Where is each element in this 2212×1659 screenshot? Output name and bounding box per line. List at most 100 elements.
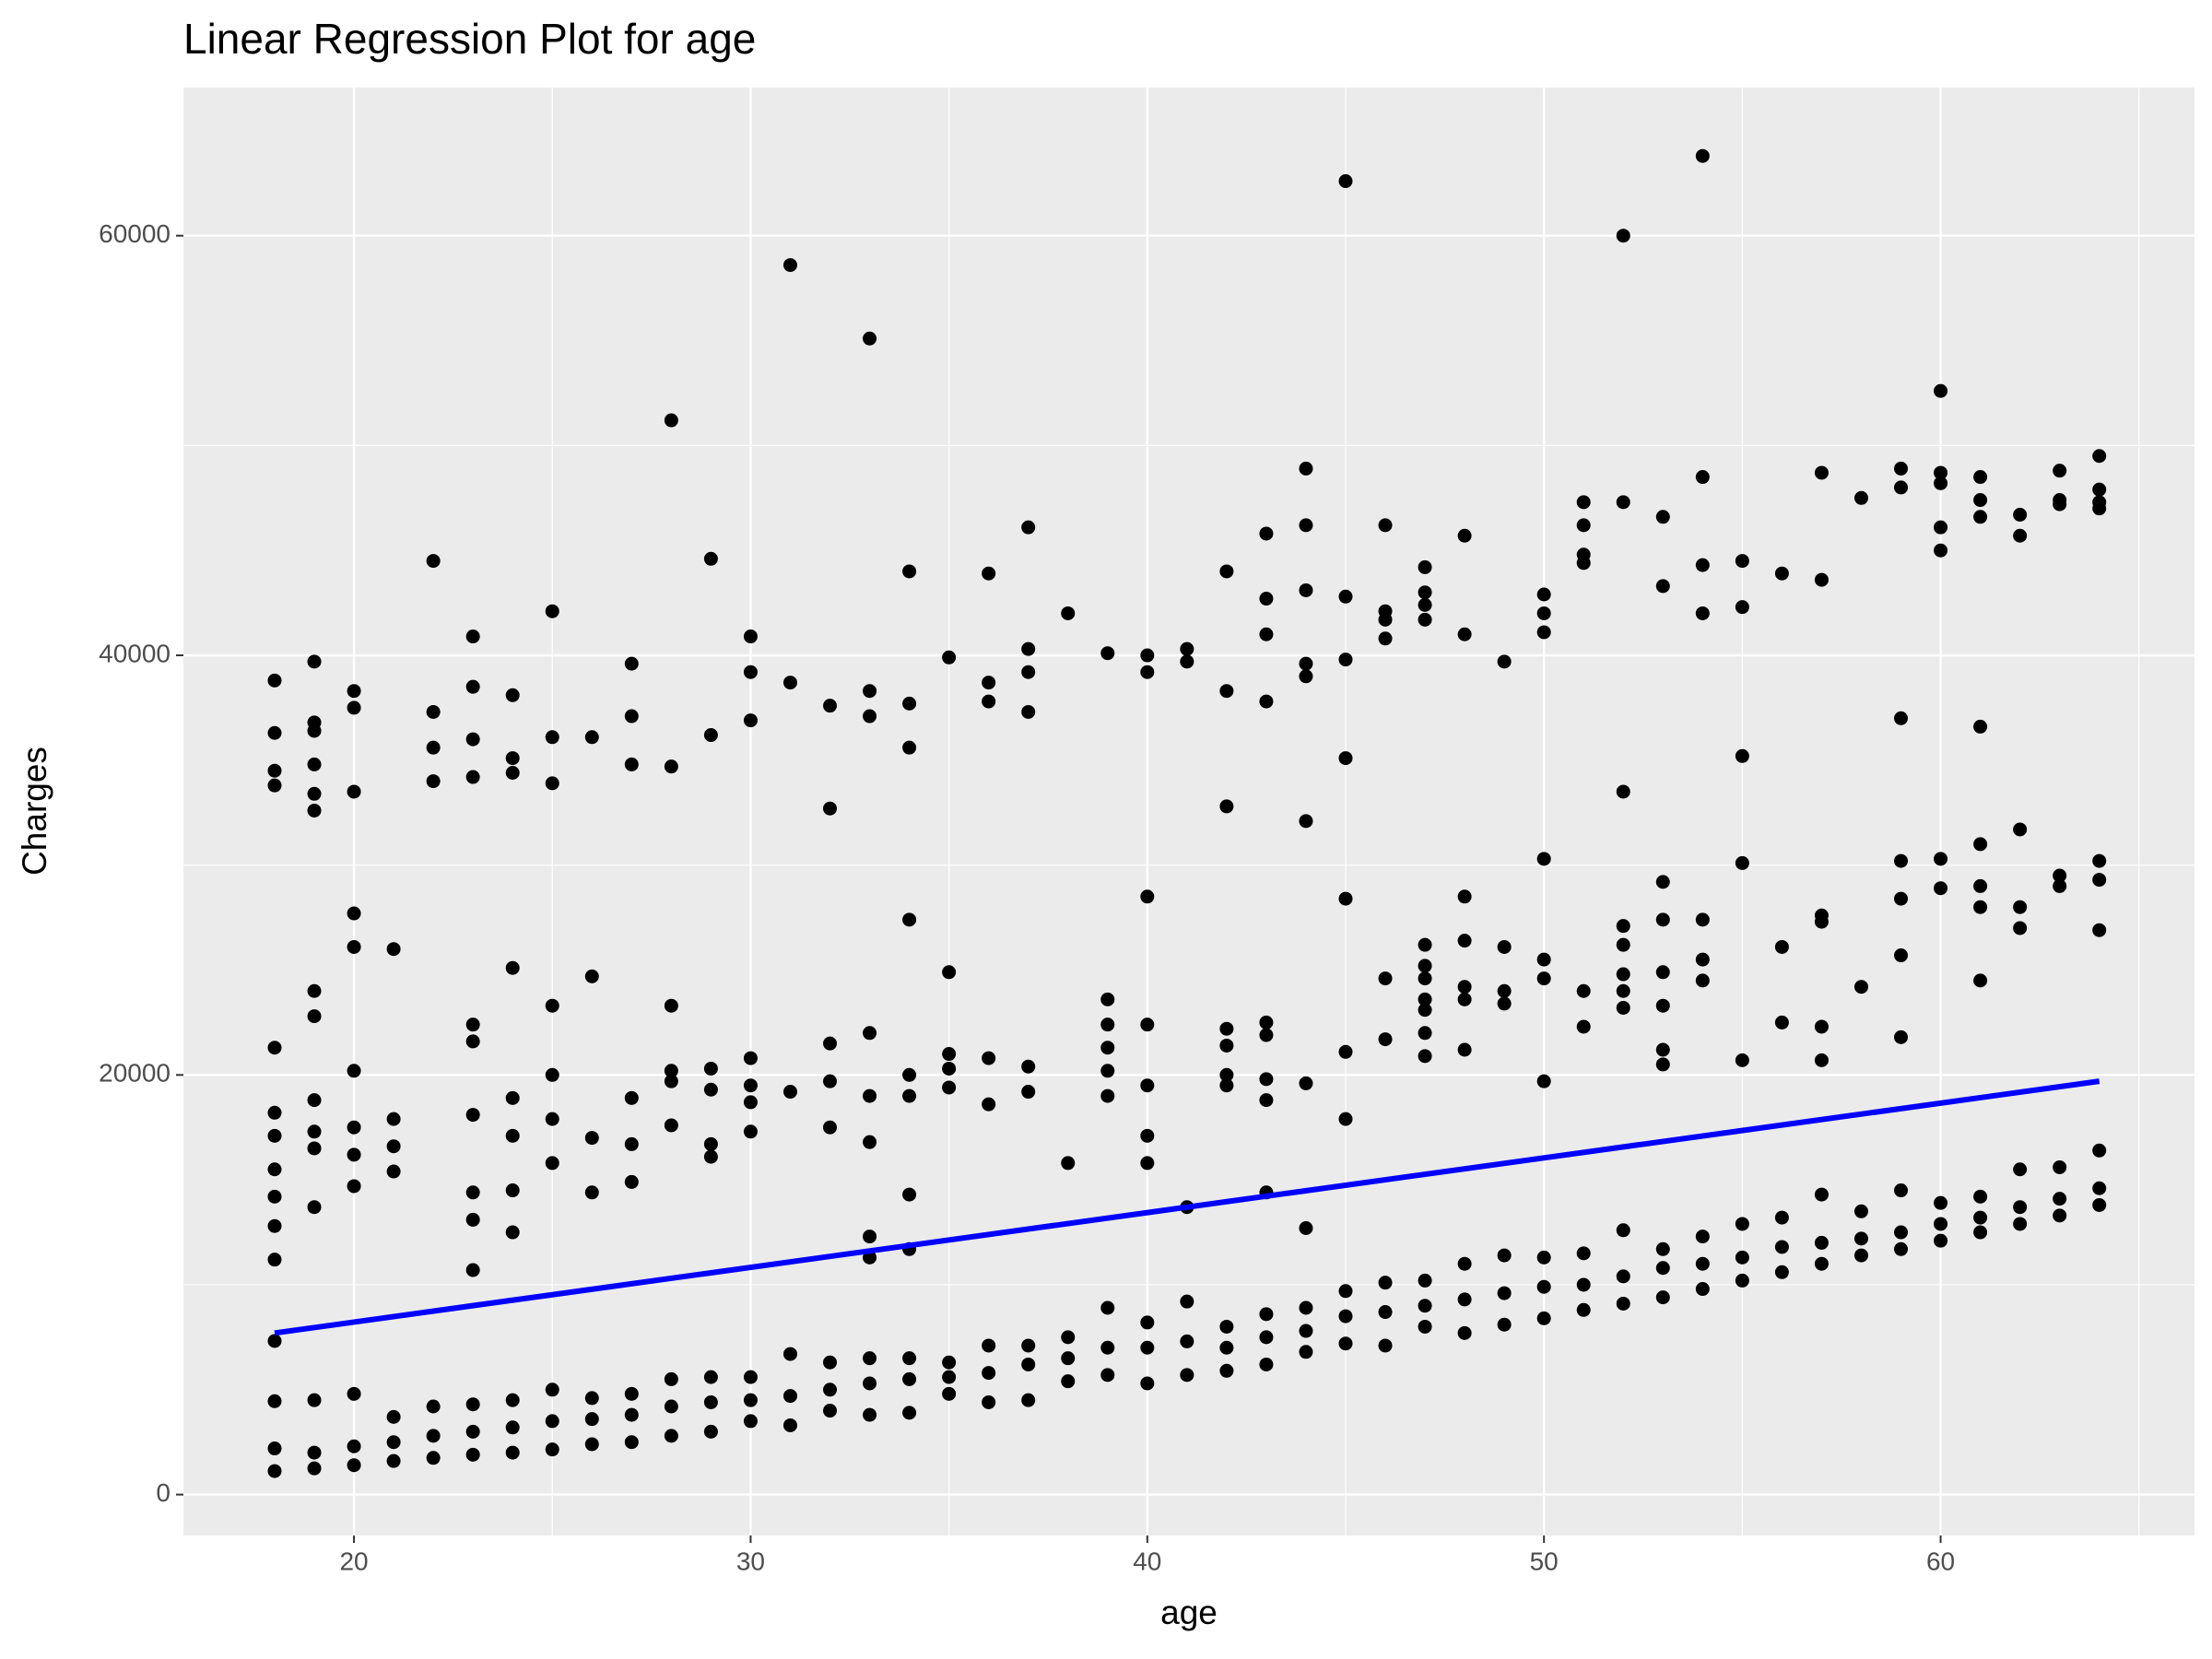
point [982,676,996,690]
point [267,1464,282,1478]
point [1140,1315,1155,1330]
point [1774,1240,1789,1254]
point [624,757,639,771]
point [426,774,441,789]
point [267,1394,282,1408]
point [823,699,838,713]
point [1457,1042,1472,1057]
point [1695,148,1710,163]
point [743,1370,758,1384]
point [1418,597,1432,612]
point [1100,992,1115,1006]
point [1100,1018,1115,1032]
point [664,1064,678,1078]
point [1418,992,1432,1006]
point [1100,1368,1115,1382]
point [1616,937,1630,952]
point [2092,853,2107,868]
point [267,1128,282,1143]
point [863,709,877,724]
point [347,1120,361,1135]
point [267,1041,282,1055]
point [703,1136,718,1151]
point [505,1445,520,1460]
point [1735,1250,1749,1265]
point [982,566,996,581]
point [703,551,718,566]
point [2092,449,2107,464]
point [1061,1374,1076,1389]
point [1299,1076,1313,1090]
point [703,1394,718,1409]
point [2092,482,2107,497]
point [307,1141,322,1156]
point [1180,1294,1194,1309]
point [1418,585,1432,600]
point [1219,799,1234,814]
y-tick-label: 0 [156,1478,171,1507]
point [465,1212,480,1227]
point [942,1370,957,1384]
point [782,676,797,690]
point [982,1338,996,1353]
point [465,732,480,747]
point [703,1424,718,1439]
point [465,1263,480,1277]
point [1338,1336,1353,1351]
point [664,759,678,774]
point [1576,1302,1591,1317]
point [347,1458,361,1473]
point [743,1414,758,1429]
point [1299,669,1313,684]
point [1814,465,1829,480]
point [347,1064,361,1078]
point [1299,1324,1313,1338]
point [1378,604,1393,618]
point [1814,1235,1829,1250]
point [902,696,917,711]
point [505,1393,520,1407]
point [426,704,441,719]
point [1536,606,1551,620]
y-tick-label: 40000 [99,639,171,667]
point [1934,465,1948,480]
point [1021,704,1036,719]
point [624,1407,639,1422]
point [1418,1319,1432,1334]
point [1299,461,1313,476]
point [743,629,758,644]
point [2053,878,2067,893]
point [1457,980,1472,994]
point [1814,908,1829,923]
point [386,1112,401,1126]
point [1934,476,1948,490]
point [1338,174,1353,189]
point [1894,480,1909,495]
regression-line [274,1078,2100,1336]
point [1616,1223,1630,1238]
point [1735,600,1749,615]
marks [267,148,2107,1478]
point [1576,547,1591,562]
point [782,1085,797,1100]
point [307,654,322,669]
point [863,684,877,699]
point [505,1090,520,1105]
point [782,1347,797,1361]
point [902,740,917,755]
point [1497,983,1512,998]
point [1180,1368,1194,1382]
point [1457,1256,1472,1271]
point [1219,1340,1234,1355]
point [465,1447,480,1462]
point [1735,554,1749,569]
point [1497,996,1512,1011]
chart-title: Linear Regression Plot for age [183,15,756,63]
point [1814,1053,1829,1067]
point [1378,518,1393,533]
point [1457,934,1472,948]
point [1219,1038,1234,1053]
point [823,1404,838,1418]
panel [183,88,2194,1535]
point [1973,1189,1988,1204]
